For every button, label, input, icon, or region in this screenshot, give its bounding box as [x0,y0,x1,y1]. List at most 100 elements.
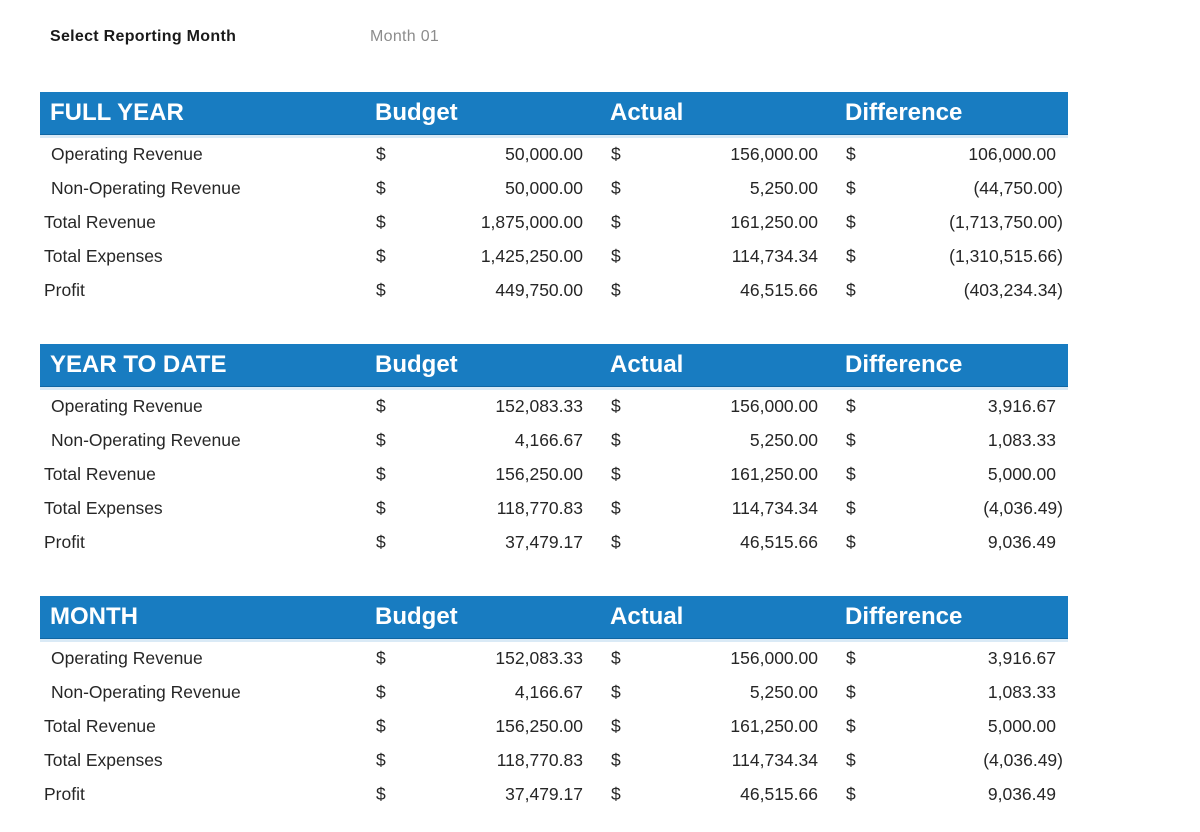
currency-symbol: $ [846,750,856,770]
actual-cell[interactable]: $5,250.00 [607,171,842,205]
difference-cell[interactable]: $ (4,036.49) [842,743,1068,777]
row-label[interactable]: Profit [44,532,85,552]
currency-symbol: $ [611,716,621,736]
amount: 114,734.34 [731,498,818,518]
actual-cell[interactable]: $156,000.00 [607,389,842,423]
row-label[interactable]: Operating Revenue [51,648,203,668]
actual-cell[interactable]: $114,734.34 [607,743,842,777]
amount: 156,000.00 [730,396,818,416]
currency-symbol: $ [376,464,386,484]
currency-symbol: $ [376,532,386,552]
budget-cell[interactable]: $1,425,250.00 [372,239,607,273]
budget-cell[interactable]: $449,750.00 [372,273,607,307]
budget-cell[interactable]: $152,083.33 [372,641,607,675]
row-label[interactable]: Operating Revenue [51,396,203,416]
difference-cell[interactable]: $1,083.33 [842,675,1068,709]
difference-cell[interactable]: $ (403,234.34) [842,273,1068,307]
actual-cell[interactable]: $161,250.00 [607,457,842,491]
actual-cell[interactable]: $161,250.00 [607,709,842,743]
row-label[interactable]: Total Expenses [44,498,163,518]
row-label[interactable]: Profit [44,784,85,804]
amount: 9,036.49 [987,784,1056,804]
difference-cell[interactable]: $ (44,750.00) [842,171,1068,205]
row-label[interactable]: Non-Operating Revenue [51,178,241,198]
currency-symbol: $ [376,430,386,450]
budget-cell[interactable]: $118,770.83 [372,743,607,777]
currency-symbol: $ [846,682,856,702]
actual-cell[interactable]: $114,734.34 [607,239,842,273]
row-label[interactable]: Profit [44,280,85,300]
currency-symbol: $ [846,716,856,736]
budget-cell[interactable]: $1,875,000.00 [372,205,607,239]
difference-cell[interactable]: $1,083.33 [842,423,1068,457]
difference-cell[interactable]: $106,000.00 [842,137,1068,171]
actual-cell[interactable]: $5,250.00 [607,423,842,457]
currency-symbol: $ [611,498,621,518]
row-label[interactable]: Total Expenses [44,750,163,770]
currency-symbol: $ [611,648,621,668]
table-row: Profit $37,479.17 $46,515.66 $9,036.49 [40,777,1068,811]
actual-cell[interactable]: $46,515.66 [607,525,842,559]
difference-cell[interactable]: $9,036.49 [842,777,1068,811]
difference-cell[interactable]: $ (4,036.49) [842,491,1068,525]
budget-cell[interactable]: $4,166.67 [372,423,607,457]
table-row: Operating Revenue $152,083.33 $156,000.0… [40,389,1068,423]
reporting-month-control: Select Reporting Month Month 01 [50,28,1068,50]
column-header-difference: Difference [845,603,963,630]
amount: (4,036.49) [983,750,1063,770]
difference-cell[interactable]: $ (1,713,750.00) [842,205,1068,239]
difference-cell[interactable]: $ (1,310,515.66) [842,239,1068,273]
table-row: Operating Revenue $152,083.33 $156,000.0… [40,641,1068,675]
currency-symbol: $ [376,498,386,518]
row-label[interactable]: Non-Operating Revenue [51,430,241,450]
amount: 156,000.00 [730,648,818,668]
difference-cell[interactable]: $3,916.67 [842,641,1068,675]
amount: 106,000.00 [968,144,1056,164]
budget-cell[interactable]: $152,083.33 [372,389,607,423]
amount: 5,250.00 [749,682,818,702]
currency-symbol: $ [846,396,856,416]
amount: 156,000.00 [730,144,818,164]
amount: 50,000.00 [505,144,583,164]
budget-cell[interactable]: $37,479.17 [372,525,607,559]
difference-cell[interactable]: $5,000.00 [842,457,1068,491]
currency-symbol: $ [376,144,386,164]
actual-cell[interactable]: $156,000.00 [607,641,842,675]
amount: 114,734.34 [731,750,818,770]
full-year-header-row: FULL YEAR Budget Actual Difference [40,92,1068,135]
difference-cell[interactable]: $3,916.67 [842,389,1068,423]
row-label[interactable]: Total Revenue [44,716,156,736]
currency-symbol: $ [611,212,621,232]
actual-cell[interactable]: $156,000.00 [607,137,842,171]
actual-cell[interactable]: $114,734.34 [607,491,842,525]
budget-cell[interactable]: $118,770.83 [372,491,607,525]
budget-cell[interactable]: $156,250.00 [372,709,607,743]
column-header-difference: Difference [845,99,963,126]
row-label[interactable]: Total Revenue [44,212,156,232]
budget-cell[interactable]: $37,479.17 [372,777,607,811]
row-label[interactable]: Operating Revenue [51,144,203,164]
difference-cell[interactable]: $9,036.49 [842,525,1068,559]
budget-cell[interactable]: $50,000.00 [372,171,607,205]
actual-cell[interactable]: $46,515.66 [607,777,842,811]
budget-cell[interactable]: $156,250.00 [372,457,607,491]
row-label[interactable]: Total Expenses [44,246,163,266]
month-header-row: MONTH Budget Actual Difference [40,596,1068,639]
actual-cell[interactable]: $5,250.00 [607,675,842,709]
budget-cell[interactable]: $50,000.00 [372,137,607,171]
year-to-date-header-row: YEAR TO DATE Budget Actual Difference [40,344,1068,387]
amount: 46,515.66 [740,532,818,552]
actual-cell[interactable]: $46,515.66 [607,273,842,307]
table-row: Non-Operating Revenue $50,000.00 $5,250.… [40,171,1068,205]
actual-cell[interactable]: $161,250.00 [607,205,842,239]
row-label[interactable]: Non-Operating Revenue [51,682,241,702]
amount: 1,425,250.00 [480,246,583,266]
amount: 9,036.49 [987,532,1056,552]
budget-cell[interactable]: $4,166.67 [372,675,607,709]
row-label[interactable]: Total Revenue [44,464,156,484]
reporting-month-value[interactable]: Month 01 [370,28,440,45]
currency-symbol: $ [611,280,621,300]
currency-symbol: $ [376,750,386,770]
difference-cell[interactable]: $5,000.00 [842,709,1068,743]
amount: 156,250.00 [495,716,583,736]
